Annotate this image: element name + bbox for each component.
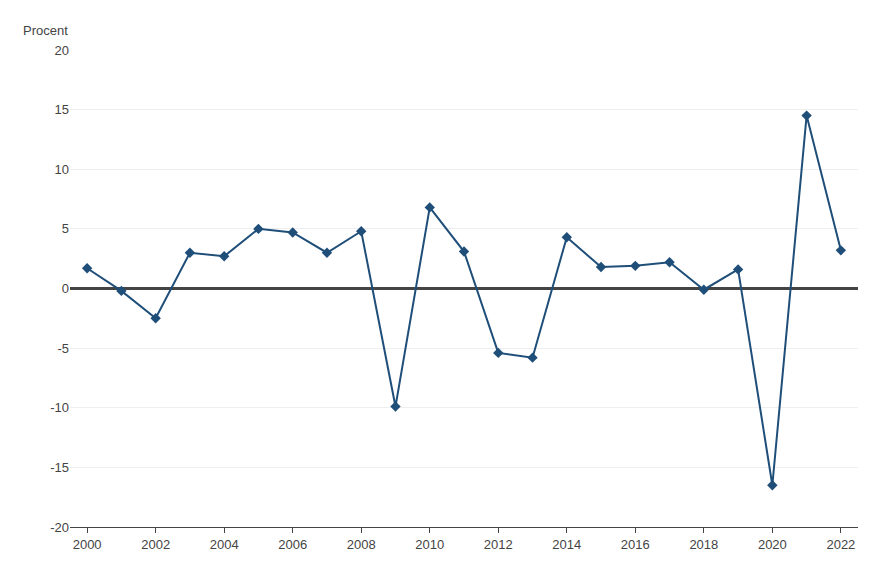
svg-text:2020: 2020: [758, 537, 787, 552]
svg-text:2004: 2004: [210, 537, 239, 552]
svg-text:0: 0: [62, 281, 69, 296]
svg-text:2018: 2018: [689, 537, 718, 552]
svg-text:2012: 2012: [484, 537, 513, 552]
svg-text:2008: 2008: [347, 537, 376, 552]
svg-text:2014: 2014: [552, 537, 581, 552]
svg-text:10: 10: [55, 162, 69, 177]
svg-text:Procent: Procent: [23, 23, 68, 38]
svg-text:2022: 2022: [826, 537, 855, 552]
svg-text:2016: 2016: [621, 537, 650, 552]
svg-text:20: 20: [55, 43, 69, 58]
svg-text:15: 15: [55, 102, 69, 117]
svg-text:2006: 2006: [278, 537, 307, 552]
svg-text:-10: -10: [50, 400, 69, 415]
svg-text:-5: -5: [57, 341, 69, 356]
svg-text:5: 5: [62, 221, 69, 236]
svg-text:2010: 2010: [415, 537, 444, 552]
svg-text:2000: 2000: [73, 537, 102, 552]
svg-text:-20: -20: [50, 520, 69, 535]
svg-text:-15: -15: [50, 460, 69, 475]
svg-text:2002: 2002: [141, 537, 170, 552]
